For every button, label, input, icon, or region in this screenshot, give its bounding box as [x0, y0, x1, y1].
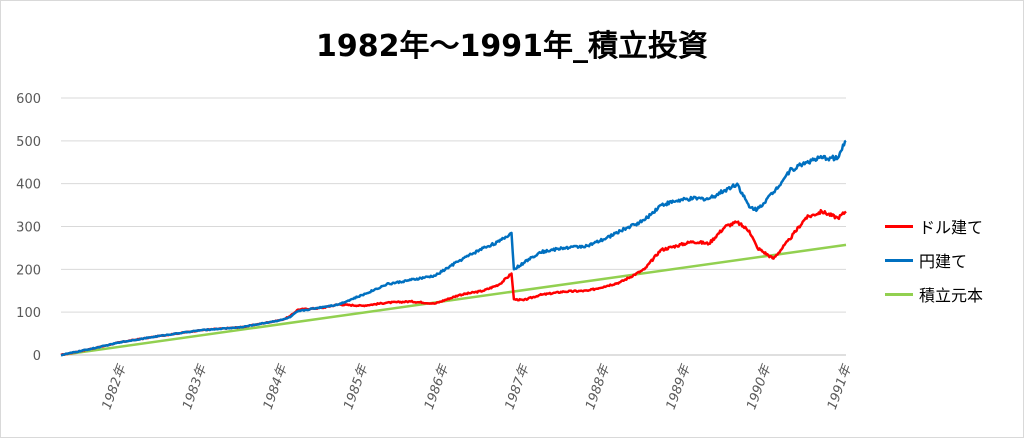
legend-label-principal: 積立元本 [919, 286, 984, 305]
x-tick-label: 1991年 [825, 361, 856, 411]
series-line-2 [60, 243, 847, 357]
y-tick-label: 400 [16, 178, 41, 193]
x-tick-label: 1983年 [180, 361, 211, 411]
y-tick-label: 200 [16, 263, 41, 278]
y-tick-label: 0 [33, 349, 41, 364]
x-tick-label: 1984年 [261, 361, 292, 411]
y-tick-labels: 0 100 200 300 400 500 600 [16, 92, 41, 364]
y-tick-label: 100 [16, 306, 41, 321]
legend-item-yen: 円建て [885, 243, 983, 277]
x-tick-labels: 1982年 1983年 1984年 1985年 1986年 1987年 1988年 1989年… [100, 361, 856, 411]
legend-item-principal: 積立元本 [885, 277, 983, 311]
series-lines [60, 139, 847, 357]
legend-swatch-dollar [885, 224, 913, 228]
x-tick-label: 1986年 [422, 361, 453, 411]
x-tick-label: 1985年 [341, 361, 372, 411]
series-line-1 [60, 139, 847, 357]
x-tick-label: 1988年 [583, 361, 614, 411]
x-tick-label: 1989年 [664, 361, 695, 411]
legend-label-yen: 円建て [919, 252, 968, 271]
legend-swatch-yen [885, 258, 913, 262]
y-tick-label: 300 [16, 221, 41, 236]
legend-swatch-principal [885, 292, 913, 296]
x-tick-label: 1990年 [744, 361, 775, 411]
x-tick-label: 1982年 [100, 361, 131, 411]
legend: ドル建て 円建て 積立元本 [885, 209, 983, 311]
legend-item-dollar: ドル建て [885, 209, 983, 243]
x-tick-label: 1987年 [503, 361, 534, 411]
legend-label-dollar: ドル建て [919, 218, 984, 237]
y-tick-label: 600 [16, 92, 41, 107]
gridlines [61, 97, 846, 313]
y-tick-label: 500 [16, 135, 41, 150]
chart-title: 1982年～1991年_積立投資 [316, 29, 708, 64]
